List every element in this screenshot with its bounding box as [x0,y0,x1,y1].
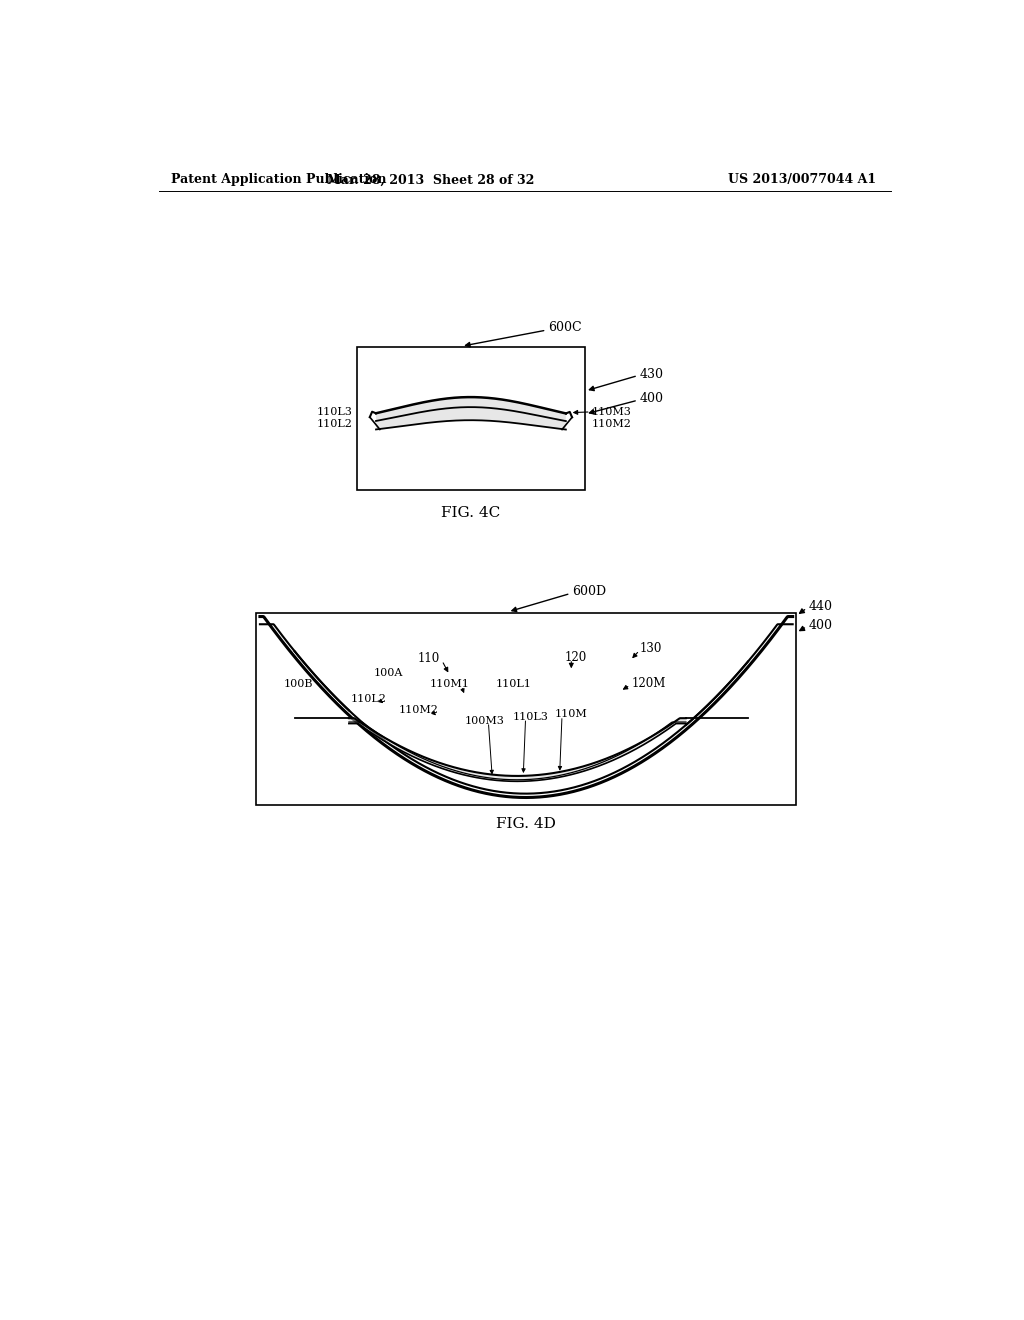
Text: 110M1: 110M1 [430,680,470,689]
Text: US 2013/0077044 A1: US 2013/0077044 A1 [728,173,877,186]
Text: 110: 110 [418,652,440,665]
Text: 100A: 100A [374,668,403,677]
Text: 430: 430 [640,367,664,380]
Text: 600D: 600D [572,585,606,598]
Text: 120M: 120M [632,677,667,690]
Text: 110L2: 110L2 [316,418,352,429]
Text: 110M: 110M [555,709,588,719]
Text: Patent Application Publication: Patent Application Publication [171,173,386,186]
Polygon shape [349,718,686,781]
Text: 400: 400 [809,619,833,631]
Bar [256,612,796,805]
Text: 100B: 100B [284,678,313,689]
Polygon shape [376,397,566,429]
Text: 110M3: 110M3 [592,407,632,417]
Text: Mar. 28, 2013  Sheet 28 of 32: Mar. 28, 2013 Sheet 28 of 32 [327,173,534,186]
Text: 110M2: 110M2 [398,705,438,714]
Text: FIG. 4D: FIG. 4D [496,817,555,832]
Text: FIG. 4C: FIG. 4C [441,506,500,520]
Text: 110L1: 110L1 [496,680,531,689]
Text: 110L2: 110L2 [350,694,386,704]
Text: 110L3: 110L3 [513,711,549,722]
Text: 400: 400 [640,392,664,405]
Text: 600C: 600C [548,321,582,334]
Text: 100M3: 100M3 [465,715,505,726]
Text: 130: 130 [640,643,662,656]
Text: 440: 440 [809,601,833,612]
Bar [356,347,586,490]
Text: 120: 120 [564,651,587,664]
Text: 110L3: 110L3 [316,407,352,417]
Text: 110M2: 110M2 [592,420,632,429]
